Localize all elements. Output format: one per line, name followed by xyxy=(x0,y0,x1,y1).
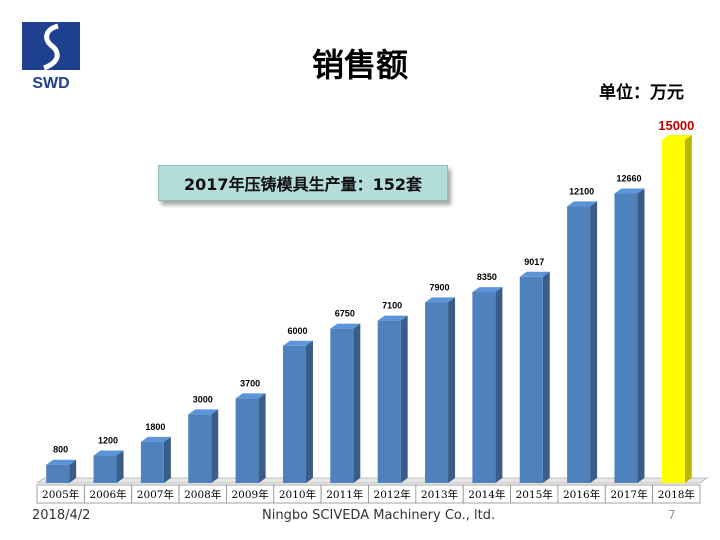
chart-floor xyxy=(35,477,709,484)
bar xyxy=(282,345,306,483)
bar xyxy=(661,140,685,483)
swd-logo: SWD xyxy=(22,22,80,92)
data-label: 8350 xyxy=(477,272,497,282)
category-label: 2013年 xyxy=(421,488,458,501)
bar-side xyxy=(116,450,124,483)
page-number: 7 xyxy=(668,508,676,522)
bar-side xyxy=(542,271,550,483)
bar-top xyxy=(472,287,503,293)
logo-s-curve xyxy=(43,23,60,71)
category-label: 2007年 xyxy=(137,488,174,501)
bar-top xyxy=(519,271,550,277)
bar xyxy=(93,455,117,483)
data-label: 800 xyxy=(53,445,68,455)
bar-top xyxy=(614,188,645,194)
bar-side xyxy=(305,340,313,483)
data-label: 7900 xyxy=(430,282,450,292)
bar-top xyxy=(235,393,266,399)
category-label: 2009年 xyxy=(231,488,268,501)
bar-top xyxy=(188,409,219,415)
bar xyxy=(425,302,449,483)
data-label: 12100 xyxy=(569,186,594,196)
unit-label: 单位：万元 xyxy=(599,83,684,103)
bar-side xyxy=(684,135,692,483)
category-label: 2011年 xyxy=(326,488,363,501)
data-label: 6000 xyxy=(287,326,307,336)
bar xyxy=(377,320,401,483)
category-label: 2008年 xyxy=(184,488,221,501)
bar-side xyxy=(211,409,219,483)
category-label: 2015年 xyxy=(516,488,553,501)
footer-company: Ningbo SCIVEDA Machinery Co., ltd. xyxy=(262,508,496,523)
bar-side xyxy=(258,393,266,483)
data-label: 1800 xyxy=(145,422,165,432)
category-label: 2005年 xyxy=(42,488,79,501)
bar-top xyxy=(377,315,408,321)
data-label: 15000 xyxy=(658,118,694,133)
bar-top xyxy=(282,340,313,346)
data-label: 3000 xyxy=(193,394,213,404)
production-callout: 2017年压铸模具生产量：152套 xyxy=(158,165,448,201)
bar-top xyxy=(330,323,361,329)
footer-date: 2018/4/2 xyxy=(32,508,91,523)
category-label: 2014年 xyxy=(468,488,505,501)
category-label: 2006年 xyxy=(89,488,126,501)
bar xyxy=(330,328,354,483)
bar xyxy=(519,276,543,483)
bar xyxy=(46,464,70,483)
bar-side xyxy=(590,201,598,483)
data-label: 3700 xyxy=(240,378,260,388)
bar xyxy=(614,193,638,483)
bar-top xyxy=(567,201,598,207)
data-label: 6750 xyxy=(335,309,355,319)
category-label: 2012年 xyxy=(374,488,411,501)
bar-side xyxy=(69,459,77,483)
category-label: 2010年 xyxy=(279,488,316,501)
slide-title: 销售额 xyxy=(311,46,408,84)
category-label: 2018年 xyxy=(658,488,695,501)
data-label: 12660 xyxy=(616,174,641,184)
bar-side xyxy=(353,323,361,483)
bar xyxy=(140,441,164,483)
bar xyxy=(472,292,496,483)
bar-top xyxy=(661,135,692,140)
category-label: 2017年 xyxy=(610,488,647,501)
bar-top xyxy=(140,436,171,442)
bar-side xyxy=(400,315,408,483)
bar-top xyxy=(93,450,124,456)
bar xyxy=(235,398,259,483)
category-cell xyxy=(652,484,701,504)
data-label: 1200 xyxy=(98,436,118,446)
bar-side xyxy=(495,287,503,483)
logo-text: SWD xyxy=(32,75,69,92)
bar-top xyxy=(425,297,456,303)
bar-side xyxy=(163,436,171,483)
bar-top xyxy=(46,459,77,465)
bar xyxy=(188,414,212,483)
bar-side xyxy=(448,297,456,483)
bar xyxy=(567,206,591,483)
data-label: 9017 xyxy=(524,257,544,267)
data-label: 7100 xyxy=(382,301,402,311)
category-label: 2016年 xyxy=(563,488,600,501)
bar-side xyxy=(637,188,645,483)
